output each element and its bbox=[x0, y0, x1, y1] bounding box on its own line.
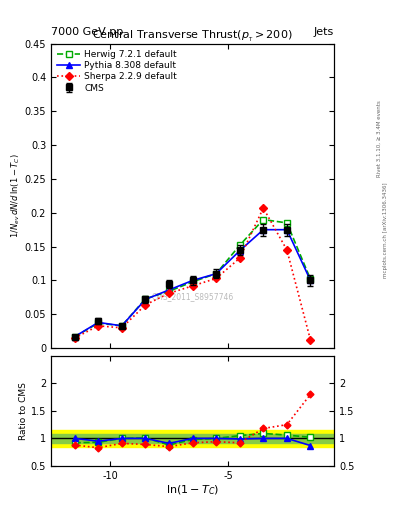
Text: Rivet 3.1.10, ≥ 3.4M events: Rivet 3.1.10, ≥ 3.4M events bbox=[377, 100, 382, 177]
Sherpa 2.2.9 default bbox=[214, 275, 219, 282]
Line: Pythia 8.308 default: Pythia 8.308 default bbox=[71, 226, 314, 340]
Pythia 8.308 default bbox=[143, 296, 148, 303]
Bar bbox=[51, 430, 334, 447]
Sherpa 2.2.9 default bbox=[143, 302, 148, 308]
Text: mcplots.cern.ch [arXiv:1306.3436]: mcplots.cern.ch [arXiv:1306.3436] bbox=[383, 183, 387, 278]
Text: 7000 GeV pp: 7000 GeV pp bbox=[51, 27, 123, 37]
Sherpa 2.2.9 default bbox=[308, 337, 313, 343]
Herwig 7.2.1 default bbox=[308, 276, 313, 282]
Herwig 7.2.1 default bbox=[285, 220, 289, 226]
Line: Sherpa 2.2.9 default: Sherpa 2.2.9 default bbox=[72, 205, 313, 343]
Pythia 8.308 default bbox=[72, 334, 77, 340]
Herwig 7.2.1 default bbox=[72, 334, 77, 340]
Sherpa 2.2.9 default bbox=[119, 325, 124, 331]
Herwig 7.2.1 default bbox=[214, 271, 219, 277]
Pythia 8.308 default bbox=[119, 323, 124, 329]
Pythia 8.308 default bbox=[261, 227, 266, 233]
X-axis label: $\ln(1-T_C)$: $\ln(1-T_C)$ bbox=[166, 483, 219, 497]
Pythia 8.308 default bbox=[308, 278, 313, 284]
Text: Jets: Jets bbox=[314, 27, 334, 37]
Title: Central Transverse Thrust$(p_{_{\mathsf{T}}} > 200)$: Central Transverse Thrust$(p_{_{\mathsf{… bbox=[92, 29, 293, 44]
Sherpa 2.2.9 default bbox=[167, 290, 171, 296]
Sherpa 2.2.9 default bbox=[190, 283, 195, 289]
Legend: Herwig 7.2.1 default, Pythia 8.308 default, Sherpa 2.2.9 default, CMS: Herwig 7.2.1 default, Pythia 8.308 defau… bbox=[55, 48, 179, 94]
Y-axis label: $1/N_{ev}\,dN/d\,\ln(1-T_C)$: $1/N_{ev}\,dN/d\,\ln(1-T_C)$ bbox=[9, 154, 22, 238]
Sherpa 2.2.9 default bbox=[72, 335, 77, 341]
Pythia 8.308 default bbox=[237, 248, 242, 254]
Herwig 7.2.1 default bbox=[143, 295, 148, 302]
Herwig 7.2.1 default bbox=[119, 323, 124, 329]
Sherpa 2.2.9 default bbox=[285, 247, 289, 253]
Sherpa 2.2.9 default bbox=[261, 205, 266, 211]
Pythia 8.308 default bbox=[96, 319, 101, 326]
Line: Herwig 7.2.1 default: Herwig 7.2.1 default bbox=[71, 216, 314, 340]
Sherpa 2.2.9 default bbox=[96, 323, 101, 329]
Herwig 7.2.1 default bbox=[167, 288, 171, 294]
Y-axis label: Ratio to CMS: Ratio to CMS bbox=[19, 382, 28, 440]
Text: CMS_2011_S8957746: CMS_2011_S8957746 bbox=[151, 292, 234, 301]
Pythia 8.308 default bbox=[167, 287, 171, 293]
Herwig 7.2.1 default bbox=[237, 242, 242, 248]
Herwig 7.2.1 default bbox=[96, 320, 101, 326]
Sherpa 2.2.9 default bbox=[237, 255, 242, 261]
Pythia 8.308 default bbox=[285, 227, 289, 233]
Bar bbox=[51, 434, 334, 443]
Herwig 7.2.1 default bbox=[261, 217, 266, 223]
Herwig 7.2.1 default bbox=[190, 279, 195, 285]
Pythia 8.308 default bbox=[190, 278, 195, 284]
Pythia 8.308 default bbox=[214, 271, 219, 277]
